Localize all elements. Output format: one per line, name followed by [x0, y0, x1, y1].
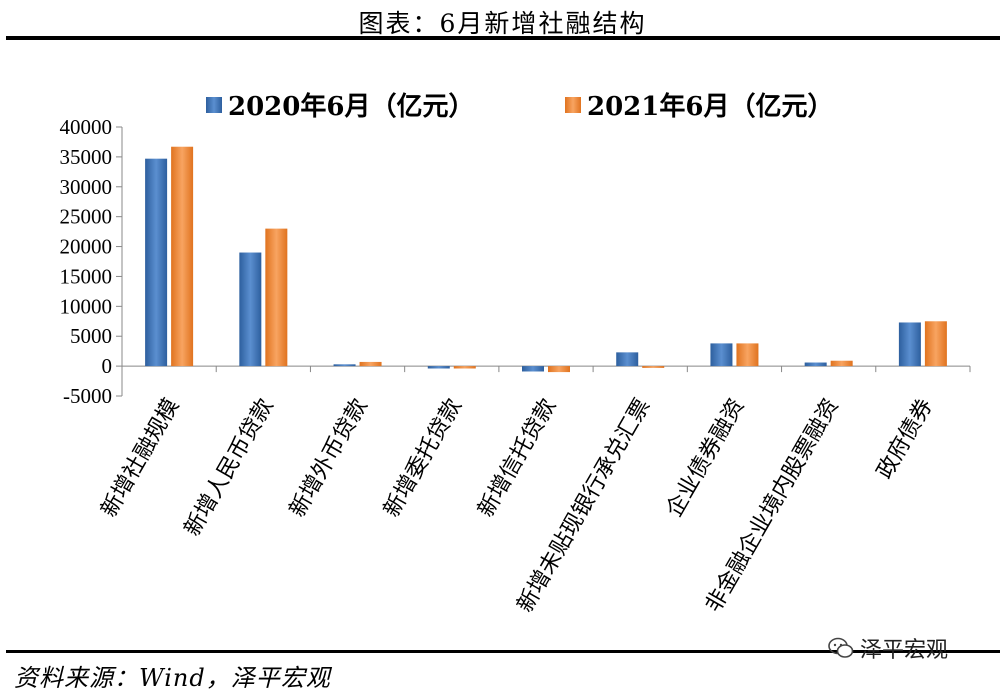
bar-2021	[924, 321, 947, 367]
bar-2021	[642, 366, 665, 368]
chart-title: 图表：6月新增社融结构	[358, 9, 647, 38]
bar-2020	[804, 362, 827, 367]
bar-2020	[427, 366, 450, 369]
bar-2021	[453, 366, 476, 369]
bar-2020	[710, 343, 733, 367]
y-tick-label: 5000	[70, 324, 112, 348]
bar-2020	[145, 158, 168, 367]
y-tick-label: 25000	[60, 205, 113, 229]
top-rule	[6, 36, 1000, 40]
wechat-icon	[828, 637, 854, 665]
category-label: 企业债券融资	[662, 395, 750, 522]
category-label: 政府债券	[872, 395, 938, 484]
legend-label: 2020年6月（亿元）	[228, 91, 474, 122]
bar-2021	[736, 343, 759, 367]
bar-2021	[359, 361, 382, 367]
bar-2021	[830, 360, 853, 367]
legend-swatch	[206, 97, 222, 113]
y-tick-label: 0	[102, 354, 113, 378]
y-tick-label: 35000	[60, 145, 113, 169]
bar-2021	[265, 228, 288, 367]
y-tick-label: 15000	[60, 264, 113, 288]
category-label: 新增信托贷款	[474, 395, 562, 522]
watermark-text: 泽平宏观	[860, 638, 949, 663]
bar-2020	[522, 366, 544, 372]
y-tick-label: 20000	[60, 235, 113, 259]
source-note: 资料来源：Wind，泽平宏观	[14, 664, 331, 692]
category-label: 新增外币贷款	[285, 395, 373, 522]
y-tick-label: 10000	[60, 294, 113, 318]
bar-2020	[239, 252, 262, 367]
watermark: 泽平宏观	[828, 632, 948, 665]
y-tick-label: 40000	[60, 115, 113, 139]
legend-label: 2021年6月（亿元）	[587, 91, 833, 122]
bar-2020	[898, 322, 921, 367]
bar-2021	[171, 146, 194, 367]
category-label: 新增委托贷款	[379, 395, 467, 522]
legend-swatch	[565, 97, 581, 113]
y-tick-label: -5000	[63, 384, 112, 408]
category-label: 新增社融规模	[97, 395, 185, 522]
bottom-rule	[6, 650, 1000, 653]
bar-2020	[333, 364, 356, 367]
category-label: 新增人民币贷款	[180, 395, 279, 541]
y-tick-label: 30000	[60, 175, 113, 199]
bar-2021	[548, 366, 570, 373]
bar-2020	[616, 352, 639, 367]
